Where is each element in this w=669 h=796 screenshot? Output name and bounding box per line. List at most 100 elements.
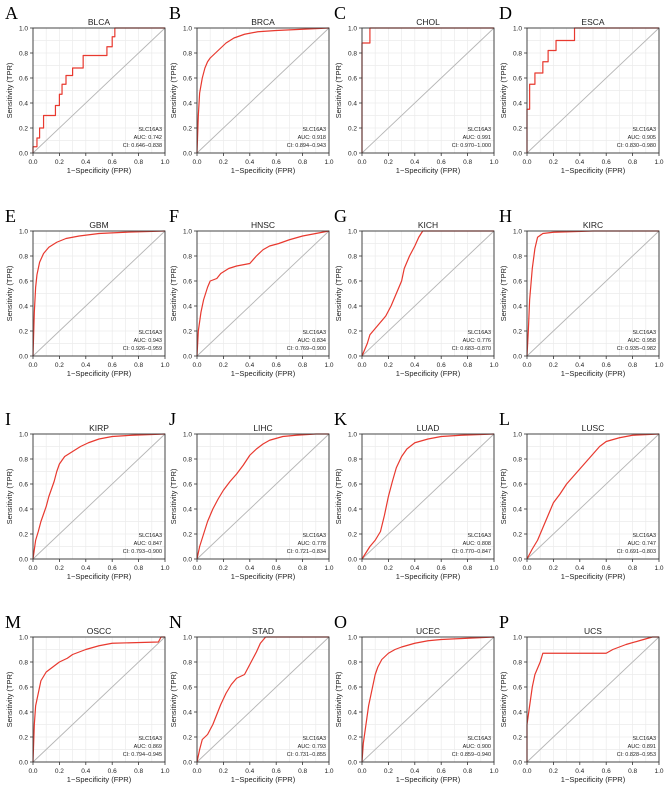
y-tick-label: 0.8	[19, 253, 28, 260]
annotation-ci: CI: 0.830−0.980	[617, 143, 656, 149]
y-tick-label: 0.6	[348, 278, 357, 285]
y-tick-label: 0.8	[348, 456, 357, 463]
plot-frame	[361, 636, 495, 763]
x-tick-label: 1.0	[324, 565, 333, 572]
x-tick-label: 1.0	[489, 362, 498, 369]
y-tick-label: 0.4	[19, 506, 28, 513]
y-tick-label: 0.4	[348, 100, 357, 107]
panel-letter: K	[334, 409, 347, 429]
annotation-gene: SLC16A3	[138, 736, 162, 742]
plot-frame	[361, 27, 495, 154]
y-tick-label: 0.4	[513, 709, 522, 716]
annotation-gene: SLC16A3	[467, 330, 491, 336]
y-axis-label: Sensitivity (TPR)	[169, 265, 178, 321]
x-tick-label: 0.2	[219, 362, 228, 369]
panel-letter: A	[5, 3, 18, 23]
roc-curve	[196, 636, 329, 763]
y-tick-label: 0.0	[19, 150, 28, 157]
y-tick-label: 0.8	[348, 50, 357, 57]
roc-curve	[196, 27, 330, 154]
y-tick-label: 1.0	[348, 228, 357, 235]
y-tick-label: 0.4	[348, 506, 357, 513]
roc-panel-brca: B BRCA 0.00.0 0.2 0.2 0.4 0.4 0.6 0.6 0.8 0.8 1.0 1.…	[169, 3, 334, 175]
x-tick-label: 0.0	[357, 768, 366, 775]
y-tick-label: 0.2	[183, 125, 192, 132]
panel-title: STAD	[252, 626, 274, 636]
roc-curve	[526, 230, 659, 357]
x-tick-label: 0.4	[410, 362, 419, 369]
diagonal-line	[196, 27, 330, 154]
x-tick-label: 0.8	[628, 565, 637, 572]
annotation-gene: SLC16A3	[467, 736, 491, 742]
x-tick-label: 1.0	[324, 362, 333, 369]
plot-frame	[196, 636, 330, 763]
panel-title: LUAD	[417, 423, 440, 433]
x-tick-label: 0.8	[628, 362, 637, 369]
y-tick-label: 1.0	[183, 634, 192, 641]
annotation-ci: CI: 0.894−0.943	[287, 143, 326, 149]
y-tick-label: 0.6	[183, 481, 192, 488]
roc-panel-luad: K LUAD 0.00.0 0.2 0.2 0.4 0.4 0.6 0.6 0.8 0.8 1.0 1.…	[334, 409, 499, 581]
annotation-ci: CI: 0.935−0.982	[617, 346, 656, 352]
x-tick-label: 1.0	[654, 362, 663, 369]
annotation-ci: CI: 0.859−0.940	[452, 752, 491, 758]
panel-letter: H	[499, 206, 512, 226]
panel-letter: F	[169, 206, 179, 226]
plot-frame	[526, 230, 660, 357]
annotation-gene: SLC16A3	[138, 127, 162, 133]
annotation-gene: SLC16A3	[467, 533, 491, 539]
panel-letter: N	[169, 612, 182, 632]
y-tick-label: 0.6	[513, 278, 522, 285]
x-tick-label: 0.6	[602, 362, 611, 369]
y-tick-label: 1.0	[513, 228, 522, 235]
y-tick-label: 0.6	[513, 481, 522, 488]
y-axis-label: Sensitivity (TPR)	[169, 62, 178, 118]
roc-panel-lihc: J LIHC 0.00.0 0.2 0.2 0.4 0.4 0.6 0.6 0.8 0.8 1.0 1.…	[169, 409, 334, 581]
x-tick-label: 0.8	[463, 768, 472, 775]
roc-panel-kirp: I KIRP 0.00.0 0.2 0.2 0.4 0.4 0.6 0.6 0.8 0.8 1.0 1.…	[5, 409, 170, 581]
x-tick-label: 0.6	[108, 565, 117, 572]
roc-panel-oscc: M OSCC 0.00.0 0.2 0.2 0.4 0.4 0.6 0.6 0.8 0.8 1.0 1.…	[5, 612, 170, 784]
y-tick-label: 0.6	[513, 75, 522, 82]
plot-frame	[196, 433, 330, 560]
x-tick-label: 0.6	[437, 565, 446, 572]
x-axis-label: 1−Specificity (FPR)	[231, 166, 296, 175]
diagonal-line	[32, 230, 166, 357]
x-tick-label: 0.4	[410, 565, 419, 572]
annotation-auc: AUC: 0.834	[298, 338, 326, 344]
y-tick-label: 0.2	[513, 328, 522, 335]
x-tick-label: 0.6	[602, 565, 611, 572]
x-tick-label: 0.4	[410, 768, 419, 775]
roc-panel-stad: N STAD 0.00.0 0.2 0.2 0.4 0.4 0.6 0.6 0.8 0.8 1.0 1.…	[169, 612, 334, 784]
y-tick-label: 1.0	[183, 25, 192, 32]
x-tick-label: 0.8	[463, 159, 472, 166]
annotation-auc: AUC: 0.891	[628, 744, 656, 750]
x-tick-label: 0.8	[134, 159, 143, 166]
y-tick-label: 0.0	[348, 556, 357, 563]
diagonal-line	[196, 230, 330, 357]
y-tick-label: 0.8	[348, 253, 357, 260]
y-tick-label: 0.4	[19, 100, 28, 107]
y-tick-label: 0.0	[513, 150, 522, 157]
x-tick-label: 0.8	[298, 362, 307, 369]
x-tick-label: 0.2	[219, 768, 228, 775]
x-tick-label: 0.2	[384, 768, 393, 775]
x-tick-label: 0.4	[575, 362, 584, 369]
x-tick-label: 0.8	[298, 565, 307, 572]
y-tick-label: 0.6	[513, 684, 522, 691]
y-tick-label: 0.2	[19, 328, 28, 335]
x-tick-label: 0.8	[134, 768, 143, 775]
x-tick-label: 0.4	[81, 768, 90, 775]
panel-letter: G	[334, 206, 347, 226]
x-tick-label: 0.6	[437, 362, 446, 369]
y-axis-label: Sensitivity (TPR)	[5, 468, 14, 524]
y-tick-label: 0.4	[513, 506, 522, 513]
x-tick-label: 0.0	[522, 362, 531, 369]
y-tick-label: 1.0	[19, 228, 28, 235]
y-tick-label: 0.4	[348, 709, 357, 716]
plot-frame	[526, 636, 660, 763]
panel-letter: I	[5, 409, 11, 429]
diagonal-line	[361, 27, 495, 154]
panel-title: LUSC	[582, 423, 605, 433]
x-tick-label: 0.6	[108, 362, 117, 369]
